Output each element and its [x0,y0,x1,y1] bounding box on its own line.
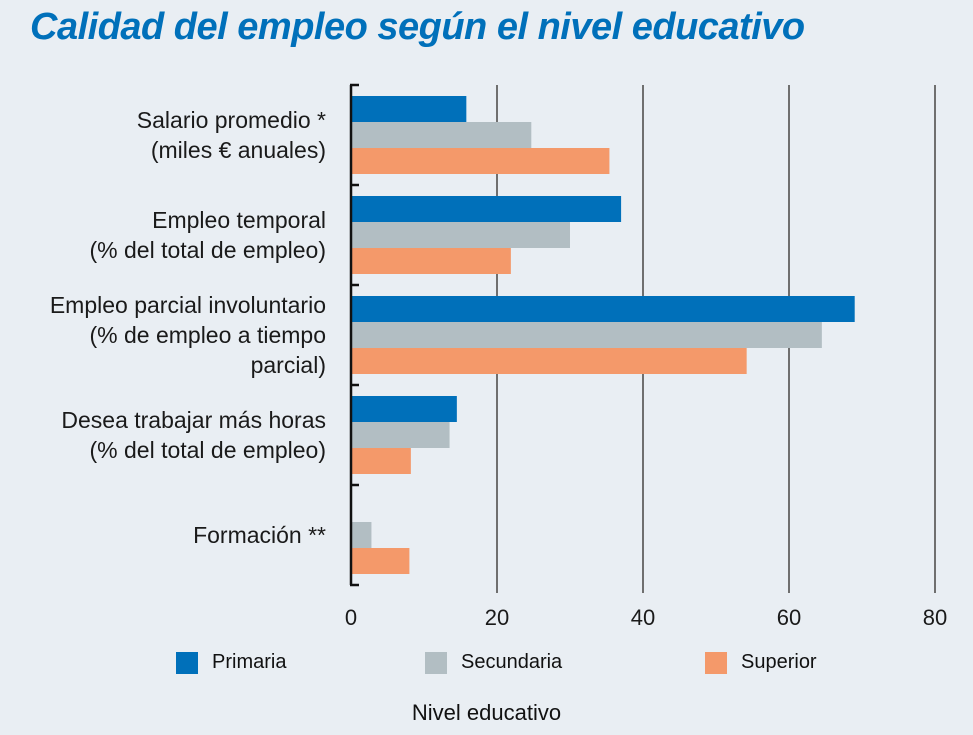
bar-superior [351,348,747,374]
category-label: Salario promedio * [137,107,326,133]
x-tick-label: 0 [345,605,357,630]
legend-swatch-superior [705,651,727,674]
legend-item-superior: Superior [705,651,817,674]
legend-label-superior: Superior [741,651,817,673]
bar-primaria [351,196,622,222]
bar-secundaria [351,522,372,548]
bar-secundaria [351,422,450,448]
category-label: (% del total de empleo) [89,237,326,263]
category-label: (% del total de empleo) [89,437,326,463]
category-label: (% de empleo a tiempo [89,322,326,348]
bar-primaria [351,396,457,422]
x-axis-label: Nivel educativo [411,700,562,725]
legend-item-secundaria: Secundaria [425,651,562,674]
x-tick-label: 20 [485,605,509,630]
bar-chart: Salario promedio * (miles € anuales) Emple… [50,83,947,630]
bar-superior [351,548,410,574]
x-tick-label: 40 [631,605,655,630]
category-label: Formación ** [193,522,326,548]
bar-superior [351,148,610,174]
legend-swatch-primaria [176,651,198,674]
legend-item-primaria: Primaria [176,651,286,674]
category-label: Empleo temporal [152,207,326,233]
bar-primaria [351,296,855,322]
category-label: Desea trabajar más horas [61,407,326,433]
bar-secundaria [351,322,822,348]
category-label: Empleo parcial involuntario [50,292,326,318]
x-tick-label: 80 [923,605,947,630]
legend-label-primaria: Primaria [212,651,287,673]
chart-title: Calidad del empleo según el nivel educat… [30,6,805,48]
legend-swatch-secundaria [425,651,447,674]
bar-superior [351,248,511,274]
category-label: parcial) [251,352,326,378]
bar-secundaria [351,222,570,248]
legend-label-secundaria: Secundaria [461,651,563,673]
bar-secundaria [351,122,532,148]
x-tick-label: 60 [777,605,801,630]
bar-primaria [351,96,467,122]
category-label: (miles € anuales) [151,137,326,163]
bar-superior [351,448,411,474]
